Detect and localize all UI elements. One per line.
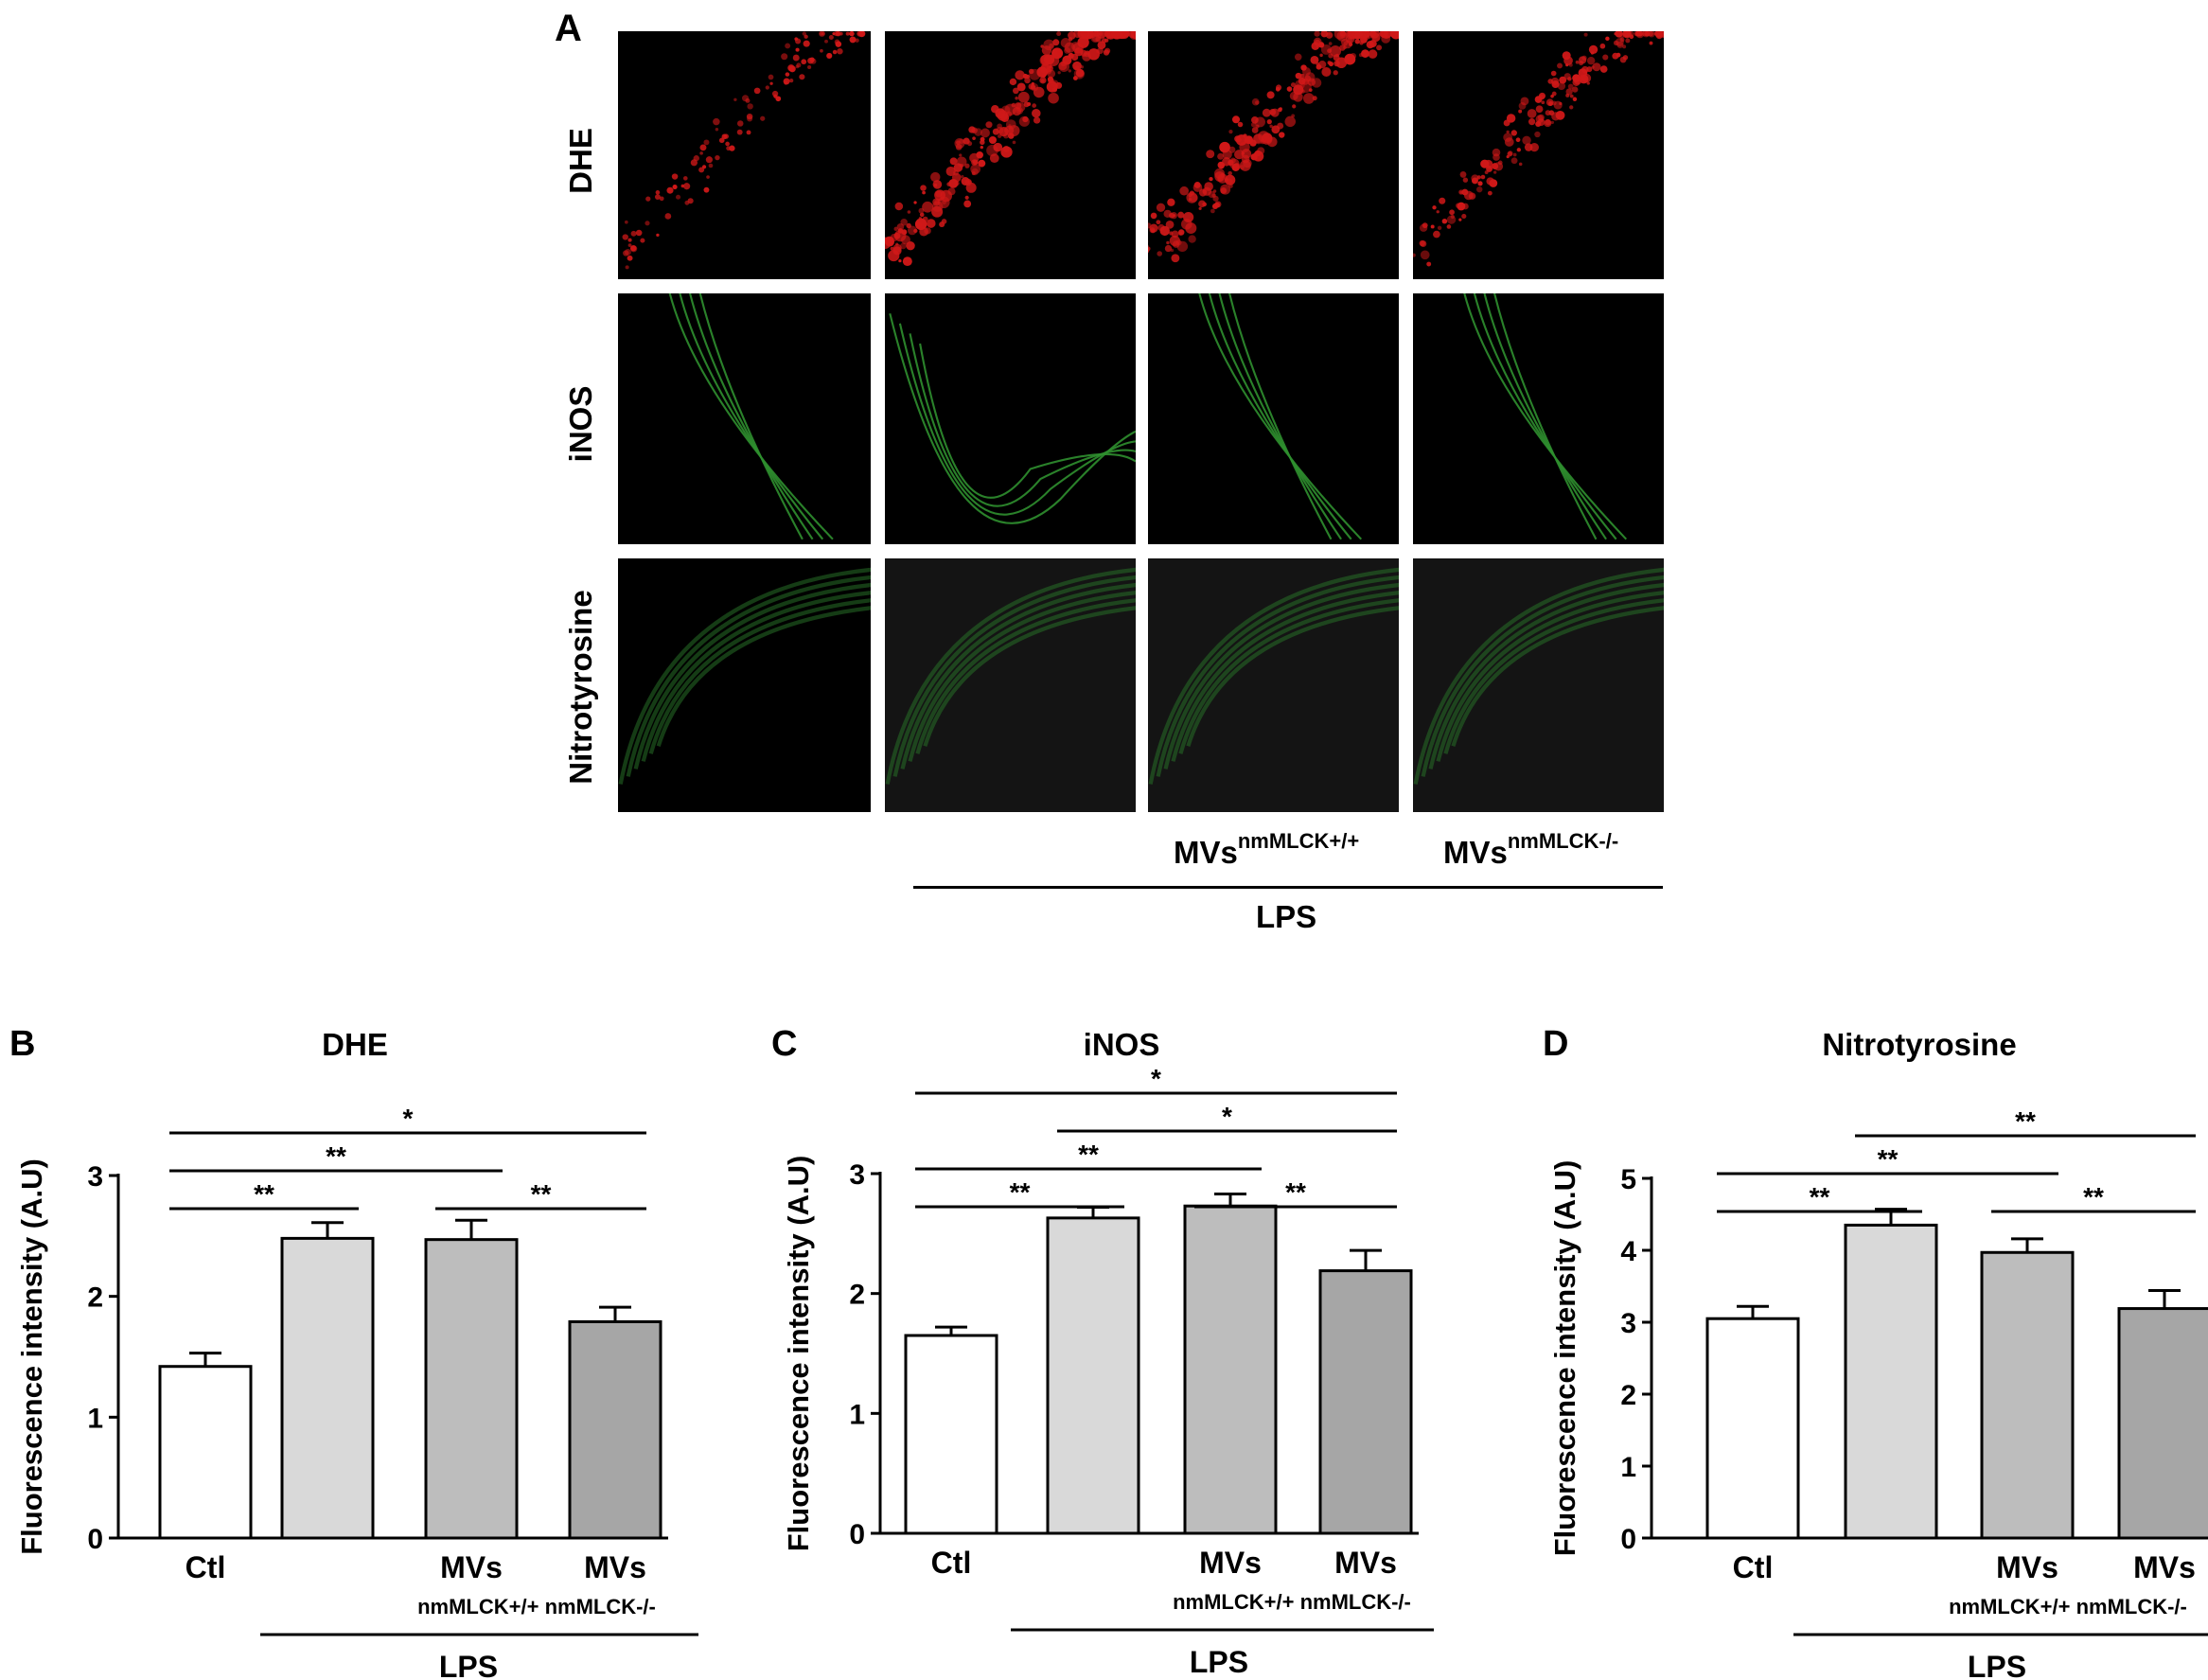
micrograph-nitro-3 [1148,558,1399,812]
group-label-mvs-ko: MVsnmMLCK-/- [1443,829,1619,870]
micrograph-dhe-3 [1148,31,1399,279]
significance-label: ** [2015,1106,2036,1136]
y-axis-label: Fluorescence intensity (A.U) [1548,1160,1581,1557]
y-axis-label: Fluorescence intensity (A.U) [15,1158,48,1555]
chart-d: D Nitrotyrosine Fluorescence intensity (A.… [1543,1024,2208,1680]
y-tick-label: 3 [1620,1308,1636,1339]
chart-title: iNOS [1084,1027,1160,1062]
lps-label: LPS [1190,1645,1248,1679]
category-label: MVs [2133,1550,2196,1584]
y-tick-label: 3 [849,1159,865,1191]
micrograph-nitro-1 [618,558,871,812]
category-label: MVs [1334,1546,1397,1580]
group-label-mvs-wt: MVsnmMLCK+/+ [1174,829,1360,870]
significance-label: * [403,1104,414,1133]
significance-label: ** [2083,1182,2104,1211]
category-label: MVs [584,1550,646,1584]
bar-1 [904,1334,998,1535]
genotype-labels: nmMLCK+/+ nmMLCK-/- [1173,1590,1411,1614]
bar-4 [1318,1269,1413,1535]
row-label-dhe: DHE [563,128,598,194]
y-tick-label: 2 [87,1282,103,1314]
bar-1 [158,1365,253,1540]
y-tick-label: 1 [849,1399,865,1430]
y-tick-label: 2 [1620,1380,1636,1411]
micrograph-dhe-2 [885,31,1136,279]
micrograph-dhe-1 [618,31,871,279]
lps-label: LPS [439,1650,498,1680]
significance-label: ** [1285,1177,1306,1207]
bar-4 [568,1319,662,1540]
micrograph-inos-2 [885,293,1136,544]
micrograph-nitro-4 [1413,558,1664,812]
bar-2 [1844,1223,1938,1540]
significance-label: * [1222,1102,1232,1131]
bar-3 [424,1238,519,1540]
significance-label: ** [1878,1144,1899,1174]
chart-b: B DHE Fluorescence intensity (A.U) 0 1 2 3 Ctl M… [9,1024,698,1680]
category-label: Ctl [1733,1550,1774,1584]
y-tick-label: 1 [1620,1452,1636,1483]
significance-label: ** [326,1141,346,1171]
micrograph-inos-3 [1148,293,1399,544]
significance-label: ** [1078,1140,1099,1169]
row-label-nitrotyrosine: Nitrotyrosine [563,590,598,785]
significance-label: ** [1010,1177,1031,1207]
significance-label: * [1151,1064,1161,1093]
bar-3 [1183,1204,1278,1535]
micrograph-inos-1 [618,293,871,544]
bar-2 [280,1236,375,1540]
y-tick-label: 0 [87,1524,103,1555]
significance-label: ** [1810,1182,1830,1211]
micrograph-nitro-2 [885,558,1136,812]
panel-letter: C [771,1024,797,1064]
bar-2 [1046,1216,1140,1535]
genotype-labels: nmMLCK+/+ nmMLCK-/- [417,1595,656,1618]
micrograph-inos-4 [1413,293,1664,544]
significance-label: ** [254,1179,274,1209]
row-label-inos: iNOS [563,385,598,463]
y-tick-label: 0 [849,1519,865,1550]
panel-letter: B [9,1024,35,1064]
micrograph-dhe-4 [1413,31,1664,279]
category-label: Ctl [931,1546,972,1580]
category-label: MVs [440,1550,503,1584]
y-tick-label: 1 [87,1403,103,1434]
chart-title: Nitrotyrosine [1822,1027,2016,1062]
category-label: Ctl [185,1550,226,1584]
category-label: MVs [1199,1546,1262,1580]
bar-4 [2117,1307,2208,1540]
significance-label: ** [531,1179,552,1209]
lps-line-a [913,886,1663,889]
lps-label-a: LPS [1256,899,1317,934]
lps-label: LPS [1968,1650,2026,1680]
bar-3 [1980,1250,2075,1540]
y-tick-label: 0 [1620,1524,1636,1555]
category-label: MVs [1996,1550,2058,1584]
genotype-labels: nmMLCK+/+ nmMLCK-/- [1949,1595,2187,1618]
y-tick-label: 2 [849,1280,865,1311]
panel-letter: D [1543,1024,1568,1064]
chart-title: DHE [322,1027,388,1062]
y-tick-label: 5 [1620,1164,1636,1195]
y-axis-label: Fluorescence intensity (A.U) [782,1156,815,1552]
bar-1 [1705,1317,1800,1540]
y-tick-label: 3 [87,1161,103,1193]
y-tick-label: 4 [1620,1236,1636,1267]
panel-a-letter: A [555,8,582,49]
